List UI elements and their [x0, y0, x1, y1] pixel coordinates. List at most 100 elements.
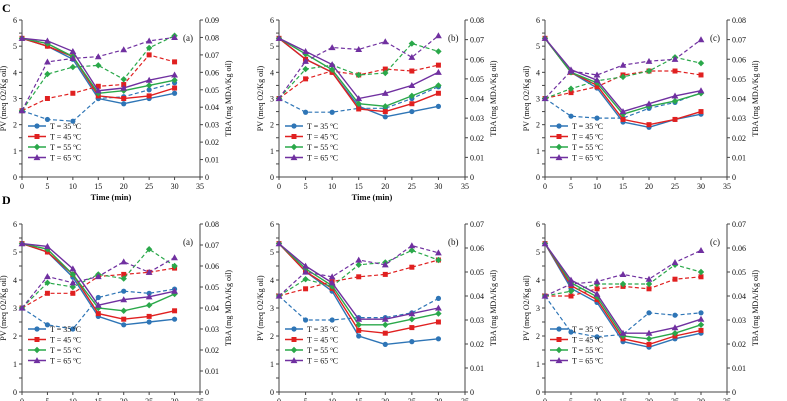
y-tick-label: 5	[13, 248, 17, 257]
y-tick-label: 6	[13, 16, 17, 25]
tba-point	[329, 109, 335, 115]
tba-point	[145, 37, 153, 44]
y2-tick-label: 0.04	[205, 103, 219, 112]
tba-point	[409, 68, 415, 74]
y2-tick-label: 0.08	[205, 220, 219, 229]
tba-point	[44, 322, 51, 328]
pv-point	[146, 313, 152, 319]
tba-point	[302, 317, 309, 323]
y2-tick-label: 0.07	[205, 241, 219, 250]
tba-point	[328, 44, 336, 51]
y-tick-label: 5	[536, 42, 540, 51]
y-tick-label: 4	[536, 276, 540, 285]
x-tick-label: 5	[45, 397, 49, 401]
x-tick-label: 10	[69, 182, 77, 191]
x-tick-label: 20	[381, 182, 389, 191]
tba-point	[145, 246, 153, 253]
tba-point	[593, 71, 601, 78]
pv-point	[355, 315, 363, 322]
y-tick-label: 1	[13, 360, 17, 369]
panel-label: (b)	[448, 33, 459, 43]
x-tick-label: 5	[304, 182, 308, 191]
pv-point	[171, 316, 178, 322]
y-tick-label: 5	[270, 248, 274, 257]
legend-marker	[291, 134, 297, 139]
tba-point	[145, 268, 153, 275]
x-tick-label: 0	[543, 182, 547, 191]
legend-label: T = 35 ºC	[50, 122, 81, 131]
pv-point	[382, 341, 388, 347]
x-tick-label: 35	[196, 397, 204, 401]
x-axis-label: Time (min)	[91, 192, 132, 202]
y-tick-label: 6	[270, 16, 274, 25]
tba-point	[541, 95, 549, 102]
y-tick-label: 3	[536, 304, 540, 313]
pv-point	[44, 40, 51, 47]
tba-point	[356, 274, 362, 280]
x-tick-label: 5	[569, 182, 573, 191]
tba-point	[172, 59, 178, 65]
pv-point	[697, 315, 705, 322]
tba-point	[302, 57, 309, 64]
y2-tick-label: 0.03	[205, 325, 219, 334]
tba-point	[382, 66, 388, 72]
legend-label: T = 65 ºC	[307, 357, 338, 366]
tba-point	[302, 276, 309, 283]
legend-label: T = 55 ºC	[572, 143, 603, 152]
y2-axis-label: TBA (mg MDA/Kg oil)	[751, 60, 760, 137]
legend: T = 35 ºC T = 45 ºCT = 55 ºC T = 65 ºC	[285, 122, 338, 163]
y2-tick-label: 0.03	[470, 114, 484, 123]
y2-axis-label: TBA (mg MDA/Kg oil)	[489, 270, 498, 347]
y2-tick-label: 0.08	[205, 33, 219, 42]
y-tick-label: 2	[13, 332, 17, 341]
legend-label: T = 45 ºC	[307, 336, 338, 345]
x-tick-label: 0	[20, 397, 24, 401]
tba-point	[408, 40, 416, 47]
tba-point	[381, 261, 389, 268]
y-axis-label: PV (meq O2/Kg oil)	[256, 65, 265, 131]
legend-marker	[555, 143, 563, 151]
y2-tick-label: 0.06	[732, 244, 746, 253]
pv-point	[94, 301, 102, 308]
pv-point	[69, 271, 77, 278]
tba-point	[382, 271, 388, 277]
legend-marker	[290, 346, 298, 354]
tba-point	[697, 268, 705, 276]
pv-point	[671, 324, 679, 331]
tba-point	[70, 90, 76, 96]
legend-label: T = 55 ºC	[50, 346, 81, 355]
tba-point	[302, 268, 309, 275]
tba-point	[435, 256, 442, 264]
x-tick-label: 0	[20, 182, 24, 191]
legend-label: T = 35 ºC	[50, 325, 81, 334]
x-tick-label: 35	[723, 182, 731, 191]
x-tick-label: 15	[619, 182, 627, 191]
y2-tick-label: 0.07	[732, 220, 746, 229]
pv-point	[697, 87, 705, 94]
x-tick-label: 25	[145, 397, 153, 401]
tba-point	[70, 118, 76, 124]
y-tick-label: 1	[270, 360, 274, 369]
pv-point	[171, 90, 178, 96]
y-tick-label: 1	[536, 147, 540, 156]
tba-point	[171, 262, 178, 270]
pv-point	[672, 116, 678, 122]
tba-point	[619, 280, 627, 288]
pv-point	[382, 114, 388, 120]
tba-point	[69, 54, 77, 61]
pv-point	[593, 76, 601, 83]
y2-tick-label: 0.02	[732, 134, 746, 143]
tba-point	[435, 62, 441, 68]
pv-point	[620, 116, 626, 122]
pv-point	[646, 341, 652, 347]
tba-point	[146, 290, 152, 296]
y2-tick-label: 0.01	[470, 153, 484, 162]
y-tick-label: 0	[270, 388, 274, 397]
tba-point	[44, 273, 51, 280]
pv-point	[435, 310, 442, 317]
pv-point	[408, 310, 416, 317]
y2-tick-label: 0.04	[470, 95, 484, 104]
tba-point	[120, 76, 127, 83]
tba-point	[435, 32, 442, 39]
tba-point	[593, 278, 601, 285]
